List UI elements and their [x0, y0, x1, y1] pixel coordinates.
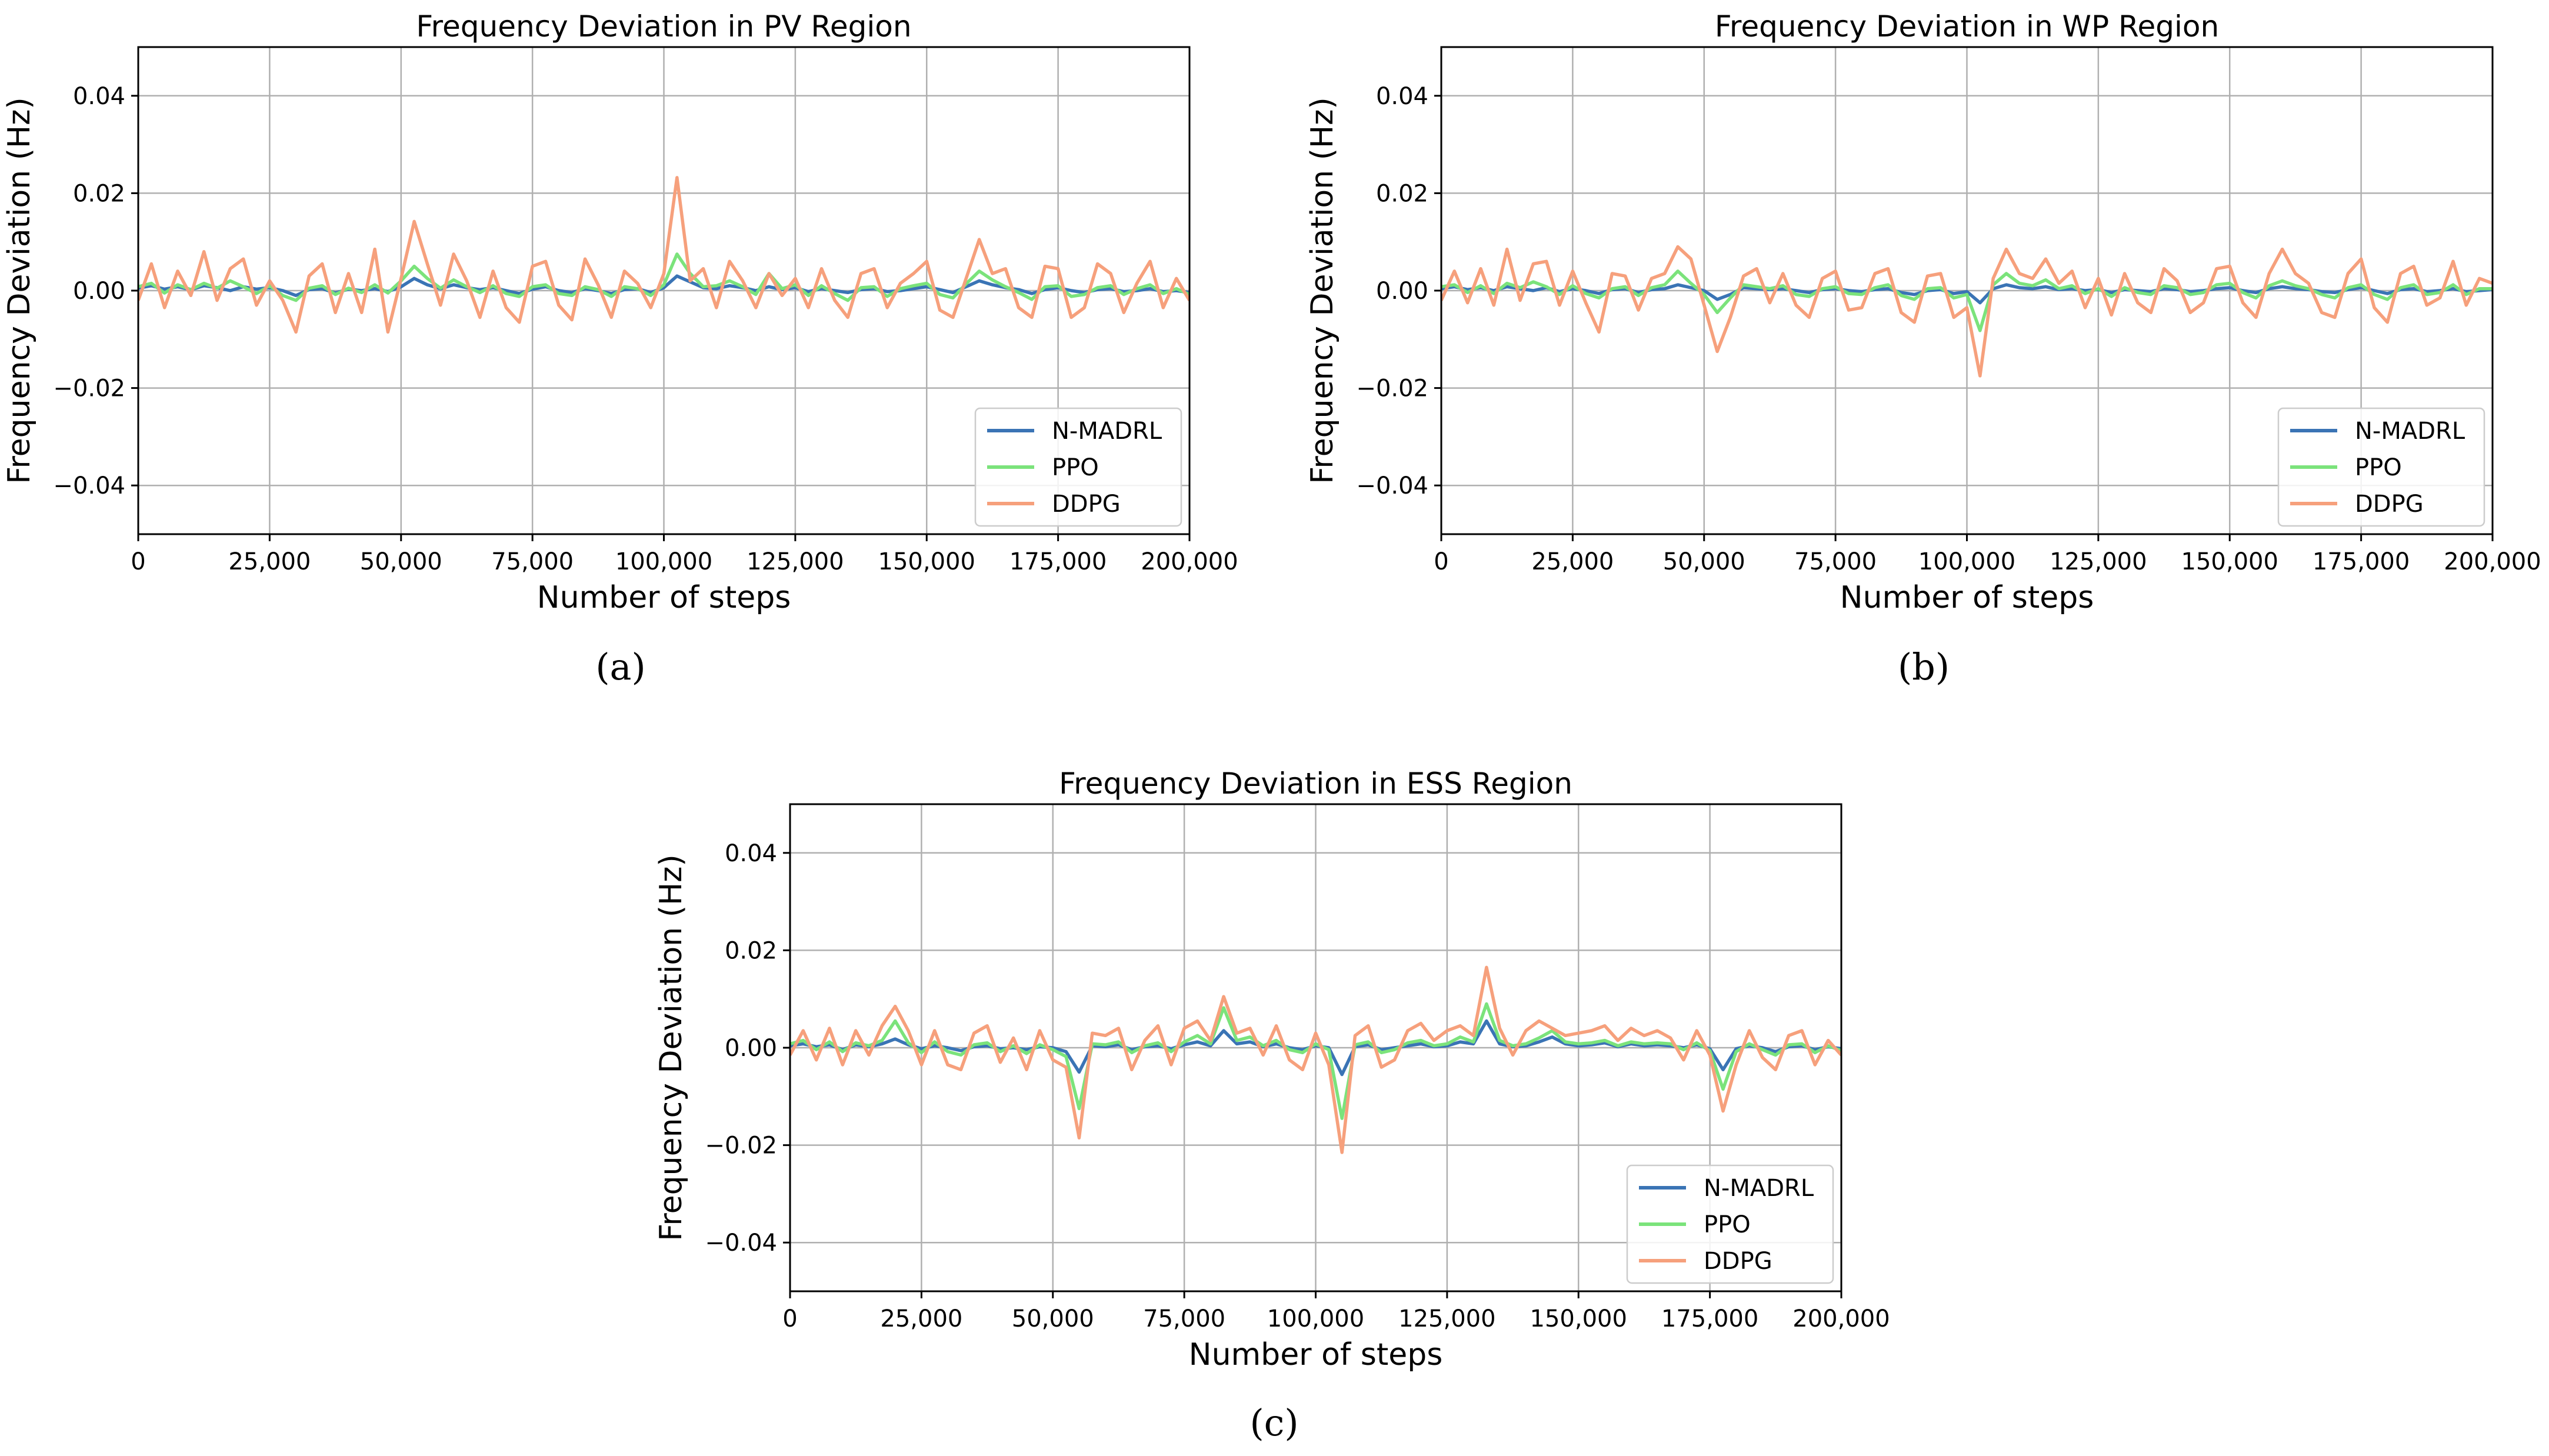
x-tick-label: 125,000 [1398, 1305, 1495, 1332]
chart-0: 0 25,000 50,000 75,000 100,000 125,000 150,000… [2, 9, 1238, 615]
x-tick-label: 150,000 [2181, 548, 2278, 575]
series-line-ddpg [1441, 245, 2493, 378]
y-tick-label: −0.02 [1356, 375, 1428, 402]
legend-label: DDPG [1052, 491, 1121, 518]
panel-label-a: (a) [595, 645, 645, 688]
x-tick-label: 75,000 [491, 548, 574, 575]
y-tick-label: 0.00 [725, 1035, 777, 1062]
legend-label: DDPG [1704, 1248, 1772, 1275]
chart-title: Frequency Deviation in WP Region [1715, 9, 2219, 44]
y-tick-label: 0.02 [1376, 180, 1428, 207]
x-tick-label: 150,000 [878, 548, 975, 575]
x-tick-label: 150,000 [1530, 1305, 1627, 1332]
y-tick-label: 0.00 [1376, 278, 1428, 305]
legend-label: PPO [2355, 454, 2402, 481]
series-line-ddpg [138, 176, 1189, 334]
x-tick-label: 200,000 [1141, 548, 1238, 575]
legend-label: PPO [1704, 1211, 1751, 1238]
y-tick-label: 0.02 [73, 180, 125, 207]
legend-label: N-MADRL [1052, 418, 1162, 445]
series-line-ppo [790, 1002, 1841, 1120]
legend-label: N-MADRL [1704, 1175, 1814, 1202]
y-tick-label: 0.00 [73, 278, 125, 305]
y-tick-label: −0.02 [705, 1132, 777, 1160]
y-tick-label: −0.04 [53, 472, 125, 499]
x-tick-label: 125,000 [2050, 548, 2147, 575]
legend-box [2277, 407, 2485, 527]
y-tick-label: −0.04 [1356, 472, 1428, 499]
chart-2: 0 25,000 50,000 75,000 100,000 125,000 150,000… [654, 767, 1890, 1372]
x-tick-label: 25,000 [228, 548, 311, 575]
y-tick-label: −0.04 [705, 1230, 777, 1257]
legend-box [1626, 1164, 1834, 1284]
x-tick-label: 125,000 [747, 548, 844, 575]
x-tick-label: 50,000 [1663, 548, 1745, 575]
x-tick-label: 75,000 [1143, 1305, 1225, 1332]
legend-label: DDPG [2355, 491, 2424, 518]
series-line-ddpg [790, 965, 1841, 1154]
chart-1: 0 25,000 50,000 75,000 100,000 125,000 150,000… [1305, 9, 2541, 615]
charts-container: 0 25,000 50,000 75,000 100,000 125,000 150,000… [2, 9, 2541, 1372]
legend: N-MADRL PPO DDPG [974, 407, 1182, 527]
y-axis-label: Frequency Deviation (Hz) [2, 97, 37, 484]
series-line-ppo [1441, 269, 2493, 332]
x-tick-label: 175,000 [1661, 1305, 1758, 1332]
x-tick-label: 175,000 [2313, 548, 2410, 575]
panel-label-c: (c) [1249, 1401, 1298, 1444]
legend: N-MADRL PPO DDPG [2277, 407, 2485, 527]
chart-title: Frequency Deviation in PV Region [416, 9, 911, 44]
x-tick-label: 175,000 [1009, 548, 1107, 575]
x-tick-label: 25,000 [880, 1305, 962, 1332]
x-axis-label: Number of steps [1189, 1337, 1443, 1372]
y-axis-label: Frequency Deviation (Hz) [1305, 97, 1340, 484]
x-tick-label: 0 [131, 548, 145, 575]
y-axis-label: Frequency Deviation (Hz) [654, 854, 689, 1241]
x-tick-label: 100,000 [1267, 1305, 1364, 1332]
x-tick-label: 0 [782, 1305, 797, 1332]
x-tick-label: 75,000 [1794, 548, 1877, 575]
x-tick-label: 200,000 [2444, 548, 2541, 575]
x-tick-label: 50,000 [360, 548, 442, 575]
x-tick-label: 100,000 [615, 548, 712, 575]
legend: N-MADRL PPO DDPG [1626, 1164, 1834, 1284]
x-tick-label: 50,000 [1012, 1305, 1094, 1332]
x-tick-label: 200,000 [1792, 1305, 1890, 1332]
y-tick-label: 0.04 [725, 840, 777, 867]
y-tick-label: 0.04 [1376, 83, 1428, 110]
x-axis-label: Number of steps [537, 580, 791, 615]
panel-label-b: (b) [1898, 645, 1950, 688]
y-tick-label: −0.02 [53, 375, 125, 402]
x-axis-label: Number of steps [1840, 580, 2094, 615]
legend-label: N-MADRL [2355, 418, 2465, 445]
y-tick-label: 0.04 [73, 83, 125, 110]
legend-box [974, 407, 1182, 527]
legend-label: PPO [1052, 454, 1099, 481]
x-tick-label: 25,000 [1531, 548, 1614, 575]
y-tick-label: 0.02 [725, 937, 777, 964]
x-tick-label: 100,000 [1918, 548, 2015, 575]
chart-title: Frequency Deviation in ESS Region [1059, 767, 1572, 801]
x-tick-label: 0 [1434, 548, 1448, 575]
